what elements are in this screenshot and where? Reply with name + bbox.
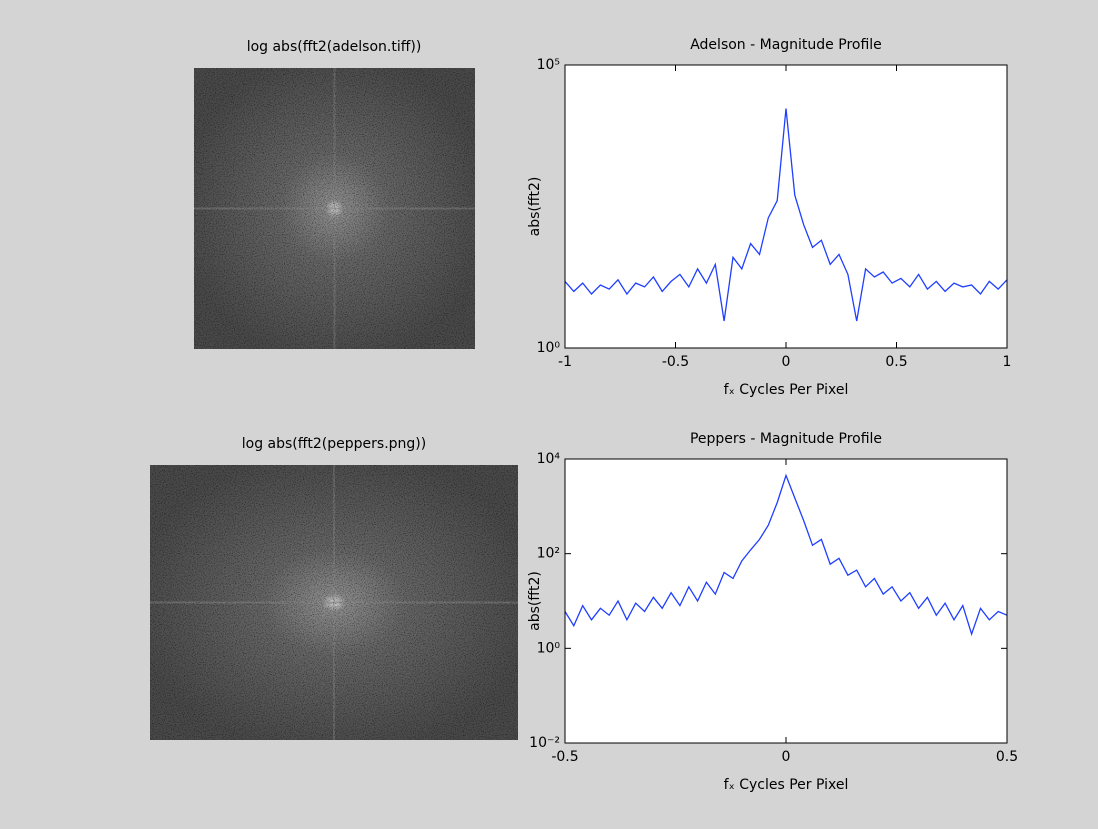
x-tick-label: 0: [782, 749, 791, 765]
chart-title: Peppers - Magnitude Profile: [690, 431, 882, 447]
data-line: [564, 473, 1008, 637]
y-tick-label: 10⁻²: [529, 735, 560, 751]
plot-area: [565, 65, 1007, 348]
y-axis-label: abs(fft2): [527, 177, 543, 237]
x-tick-label: 0.5: [885, 354, 907, 370]
x-tick-label: -0.5: [551, 749, 578, 765]
x-tick-label: -0.5: [662, 354, 689, 370]
y-tick-label: 10⁰: [537, 640, 561, 656]
y-axis-label: abs(fft2): [527, 571, 543, 631]
data-line: [564, 108, 1008, 322]
plot-area: [565, 459, 1007, 743]
x-axis-label: fₓ Cycles Per Pixel: [724, 777, 849, 793]
x-tick-label: -1: [558, 354, 572, 370]
chart-title: Adelson - Magnitude Profile: [690, 37, 882, 53]
x-tick-label: 0: [782, 354, 791, 370]
y-tick-label: 10⁴: [537, 451, 561, 467]
x-tick-label: 1: [1003, 354, 1012, 370]
image-noise: [194, 68, 475, 349]
image-noise: [150, 465, 518, 740]
y-tick-label: 10⁵: [537, 57, 560, 73]
image-title: log abs(fft2(peppers.png)): [242, 436, 426, 452]
y-tick-label: 10²: [537, 546, 560, 562]
x-axis-label: fₓ Cycles Per Pixel: [724, 382, 849, 398]
image-title: log abs(fft2(adelson.tiff)): [247, 39, 422, 55]
y-tick-label: 10⁰: [537, 340, 561, 356]
x-tick-label: 0.5: [996, 749, 1018, 765]
